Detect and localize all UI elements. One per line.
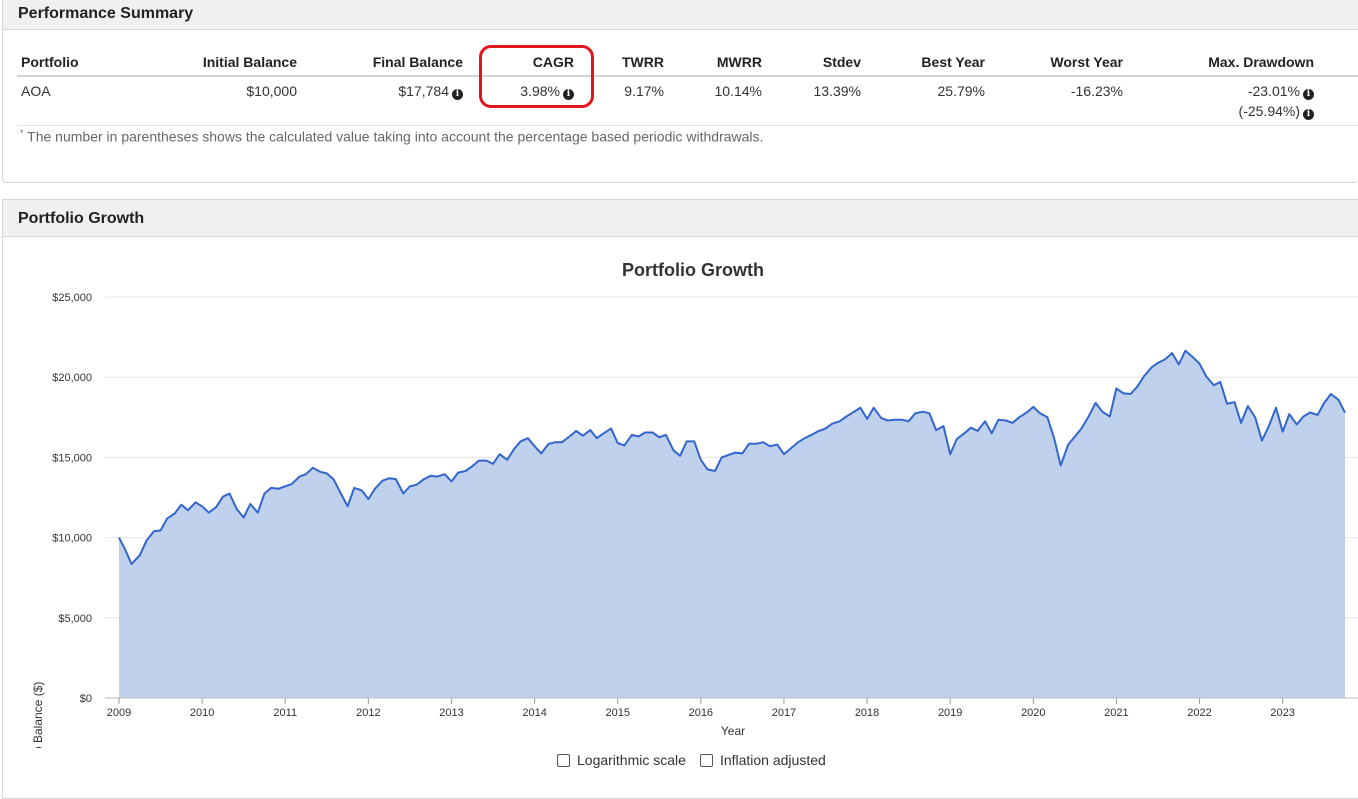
column-header-cagr[interactable]: CAGR (467, 46, 578, 77)
info-icon[interactable]: i (563, 89, 574, 100)
footnote: * The number in parentheses shows the ca… (20, 128, 763, 145)
x-tick-label: 2020 (1021, 707, 1045, 719)
column-header-max-drawdown[interactable]: Max. Drawdown (1127, 46, 1318, 77)
x-tick-label: 2015 (605, 707, 629, 719)
column-header-final-balance[interactable]: Final Balance (301, 46, 467, 77)
info-icon[interactable]: i (1303, 109, 1314, 120)
cagr-highlight-annotation (479, 45, 594, 108)
x-tick-label: 2011 (273, 707, 297, 719)
log-scale-option[interactable]: Logarithmic scale (557, 752, 686, 768)
cagr-value: 3.98% (520, 83, 560, 99)
cell-best-year: 25.79% (865, 76, 989, 126)
max-drawdown-value: -23.01% (1247, 83, 1300, 99)
table-row: AOA $10,000 $17,784 i 3.98% i 9.17% 10.14%… (17, 76, 1358, 126)
cell-final-balance: $17,784 i (301, 76, 467, 126)
y-tick-label: $0 (80, 693, 92, 705)
inflation-adjusted-label: Inflation adjusted (719, 752, 826, 768)
max-drawdown-withdrawals-value: (-25.94%) (1238, 103, 1300, 119)
column-header-initial-balance[interactable]: Initial Balance (135, 46, 301, 77)
x-tick-label: 2010 (190, 707, 214, 719)
x-tick-label: 2013 (439, 707, 463, 719)
chart-options: Logarithmic scale Inflation adjusted (557, 752, 826, 768)
info-icon[interactable]: i (1303, 89, 1314, 100)
performance-table: Portfolio Initial Balance Final Balance … (17, 46, 1358, 126)
column-header-stdev[interactable]: Stdev (766, 46, 865, 77)
cell-stdev: 13.39% (766, 76, 865, 126)
y-tick-label: $20,000 (52, 372, 92, 384)
x-tick-label: 2018 (855, 707, 879, 719)
series-area-aoa (119, 350, 1345, 698)
x-tick-label: 2016 (689, 707, 713, 719)
performance-summary-title: Performance Summary (3, 0, 1358, 30)
cell-spacer (1318, 76, 1358, 126)
x-tick-label: 2022 (1187, 707, 1211, 719)
chart-title: Portfolio Growth (622, 260, 764, 280)
x-tick-label: 2019 (938, 707, 962, 719)
column-header-best-year[interactable]: Best Year (865, 46, 989, 77)
x-tick-label: 2012 (356, 707, 380, 719)
x-axis-title: Year (721, 724, 745, 738)
x-tick-label: 2014 (522, 707, 546, 719)
y-axis-title: Portfolio Balance ($) (31, 682, 45, 748)
portfolio-growth-title: Portfolio Growth (3, 200, 1358, 237)
cell-mwrr: 10.14% (668, 76, 766, 126)
footnote-text: The number in parentheses shows the calc… (27, 128, 764, 145)
final-balance-value: $17,784 (398, 83, 449, 99)
cell-max-drawdown: -23.01% i (-25.94%) i (1127, 76, 1318, 126)
column-header-portfolio[interactable]: Portfolio (17, 46, 135, 77)
y-tick-label: $25,000 (52, 292, 92, 304)
portfolio-growth-chart[interactable]: Portfolio Growth $0$5,000$10,000$15,000$… (0, 238, 1358, 748)
column-header-worst-year[interactable]: Worst Year (989, 46, 1127, 77)
footnote-mark: * (20, 128, 24, 138)
inflation-adjusted-checkbox[interactable] (699, 753, 713, 767)
cell-portfolio: AOA (17, 76, 135, 126)
y-tick-label: $5,000 (58, 613, 92, 625)
x-tick-label: 2017 (772, 707, 796, 719)
cell-initial-balance: $10,000 (135, 76, 301, 126)
y-axis-ticks: $0 $5,000 $10,000 $15,000 $20,000 $25,000 (52, 292, 92, 705)
series-line-aoa[interactable] (118, 349, 1346, 566)
column-header-mwrr[interactable]: MWRR (668, 46, 766, 77)
column-header-spacer (1318, 46, 1358, 77)
log-scale-checkbox[interactable] (557, 753, 570, 767)
x-axis-ticks: 2009 2010 2011 2012 2013 2014 2015 2016 2017 2018… (107, 698, 1295, 719)
cell-worst-year: -16.23% (989, 76, 1127, 126)
x-tick-label: 2021 (1104, 707, 1128, 719)
performance-header-row: Portfolio Initial Balance Final Balance … (17, 46, 1358, 77)
log-scale-label: Logarithmic scale (577, 752, 686, 768)
y-tick-label: $15,000 (52, 452, 92, 464)
inflation-adjusted-option[interactable]: Inflation adjusted (699, 752, 826, 768)
y-tick-label: $10,000 (52, 533, 92, 545)
info-icon[interactable]: i (452, 89, 463, 100)
cell-cagr: 3.98% i (467, 76, 578, 126)
x-tick-label: 2009 (107, 707, 131, 719)
x-tick-label: 2023 (1270, 707, 1294, 719)
